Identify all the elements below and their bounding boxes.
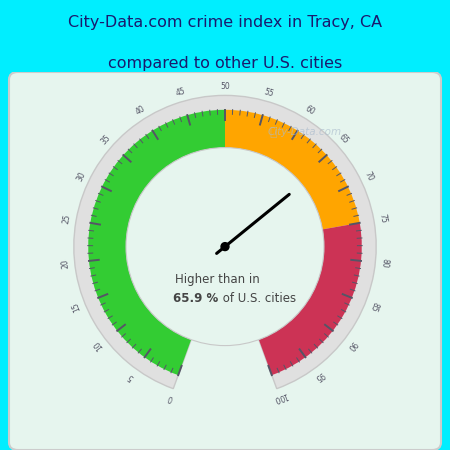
Text: Higher than in: Higher than in (176, 273, 260, 285)
Wedge shape (225, 110, 360, 230)
Text: 100: 100 (271, 391, 288, 404)
Text: 95: 95 (313, 370, 326, 382)
FancyBboxPatch shape (9, 72, 441, 450)
Text: 80: 80 (379, 258, 389, 269)
Text: 30: 30 (75, 170, 87, 183)
Text: 45: 45 (175, 87, 187, 98)
Text: 40: 40 (134, 104, 147, 117)
Text: 60: 60 (303, 104, 316, 117)
Text: 15: 15 (71, 301, 82, 313)
Text: 50: 50 (220, 82, 230, 91)
Text: of U.S. cities: of U.S. cities (219, 292, 296, 305)
Wedge shape (74, 95, 376, 389)
Text: 90: 90 (345, 338, 358, 352)
Text: 85: 85 (368, 301, 379, 313)
Text: City-Data.com: City-Data.com (267, 127, 341, 138)
Text: 65: 65 (338, 133, 351, 146)
Circle shape (126, 148, 324, 346)
Circle shape (221, 243, 229, 251)
Text: compared to other U.S. cities: compared to other U.S. cities (108, 56, 342, 71)
Text: 70: 70 (363, 170, 375, 183)
Wedge shape (259, 223, 362, 375)
Text: City-Data.com crime index in Tracy, CA: City-Data.com crime index in Tracy, CA (68, 15, 382, 30)
Text: 20: 20 (61, 258, 71, 269)
Wedge shape (88, 110, 225, 375)
Text: 0: 0 (166, 392, 174, 402)
Text: 55: 55 (263, 87, 275, 98)
Text: 65.9 %: 65.9 % (172, 292, 218, 305)
Text: 25: 25 (62, 213, 72, 224)
Text: 75: 75 (378, 213, 388, 225)
Text: 35: 35 (99, 133, 112, 146)
Text: 5: 5 (126, 371, 135, 381)
Text: 10: 10 (92, 339, 105, 352)
Text: ⦿: ⦿ (270, 126, 277, 139)
